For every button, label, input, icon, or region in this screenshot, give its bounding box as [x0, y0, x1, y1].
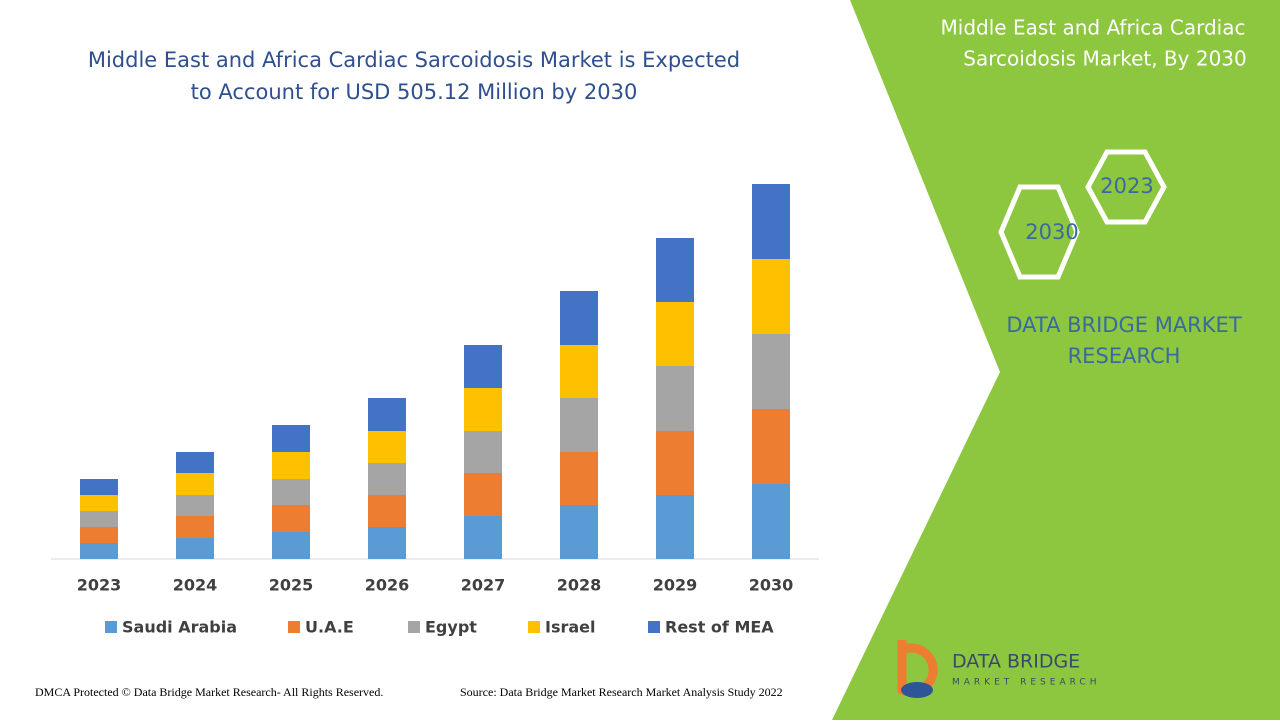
- bar-segment: [272, 505, 310, 532]
- legend-label: Saudi Arabia: [122, 618, 237, 637]
- bar-segment: [656, 302, 694, 366]
- bar-segment: [176, 495, 214, 516]
- hex-label: 2030: [1025, 220, 1078, 244]
- bar-segment: [368, 431, 406, 463]
- chart-title: Middle East and Africa Cardiac Sarcoidos…: [88, 48, 740, 72]
- bar-segment: [80, 543, 118, 559]
- x-tick-label: 2030: [749, 576, 794, 595]
- bar-segment: [80, 479, 118, 495]
- brand: RESEARCH: [1068, 344, 1181, 368]
- bar-segment: [752, 184, 790, 259]
- bar-segment: [656, 495, 694, 559]
- legend-label: Israel: [545, 618, 596, 637]
- bar-segment: [80, 511, 118, 527]
- bar-segment: [464, 473, 502, 516]
- bar-segment: [560, 505, 598, 559]
- legend-swatch: [648, 621, 660, 633]
- bar-segment: [560, 291, 598, 345]
- x-tick-label: 2028: [557, 576, 602, 595]
- x-tick-label: 2026: [365, 576, 410, 595]
- bar-segment: [272, 532, 310, 559]
- bar-segment: [272, 452, 310, 479]
- bar-segment: [176, 538, 214, 559]
- bar-segment: [752, 409, 790, 484]
- brand: DATA BRIDGE MARKET: [1006, 313, 1241, 337]
- footer-left: DMCA Protected © Data Bridge Market Rese…: [35, 685, 383, 699]
- x-tick-label: 2029: [653, 576, 698, 595]
- chart-title: to Account for USD 505.12 Million by 203…: [191, 80, 638, 104]
- hexagon: [1085, 149, 1167, 225]
- panel-title: Middle East and Africa Cardiac: [941, 16, 1246, 40]
- x-tick-label: 2025: [269, 576, 314, 595]
- bar-segment: [656, 366, 694, 431]
- bar-segment: [656, 431, 694, 495]
- bar-segment: [272, 479, 310, 505]
- bar-segment: [368, 527, 406, 559]
- legend-label: U.A.E: [305, 618, 354, 637]
- bar-segment: [752, 334, 790, 409]
- bar-segment: [752, 259, 790, 334]
- legend-label: Rest of MEA: [665, 618, 774, 637]
- bar-segment: [464, 345, 502, 388]
- bar-segment: [176, 452, 214, 473]
- logo-tagline: MARKET RESEARCH: [952, 678, 1100, 688]
- bar-segment: [176, 473, 214, 495]
- bar-segment: [656, 238, 694, 302]
- legend-swatch: [288, 621, 300, 633]
- logo-name: DATA BRIDGE: [952, 651, 1080, 673]
- hex-label: 2023: [1100, 174, 1153, 198]
- bar-segment: [464, 516, 502, 559]
- bar-segment: [560, 452, 598, 505]
- bar-segment: [176, 516, 214, 538]
- x-tick-label: 2027: [461, 576, 506, 595]
- bar-segment: [80, 495, 118, 511]
- footer-right: Source: Data Bridge Market Research Mark…: [460, 685, 783, 699]
- bar-segment: [560, 345, 598, 398]
- legend-swatch: [408, 621, 420, 633]
- bar-segment: [272, 425, 310, 452]
- panel-title: Sarcoidosis Market, By 2030: [963, 47, 1247, 71]
- x-tick-label: 2024: [173, 576, 218, 595]
- bar-segment: [560, 398, 598, 452]
- legend-swatch: [105, 621, 117, 633]
- x-tick-label: 2023: [77, 576, 122, 595]
- logo-icon: [901, 682, 933, 698]
- bar-segment: [464, 388, 502, 431]
- legend-label: Egypt: [425, 618, 477, 637]
- green-panel: [832, 0, 1280, 720]
- bar-segment: [368, 463, 406, 495]
- bar-segment: [368, 398, 406, 431]
- bar-segment: [464, 431, 502, 473]
- hexagon: [998, 184, 1080, 280]
- bar-segment: [80, 527, 118, 543]
- bar-segment: [752, 484, 790, 559]
- legend-swatch: [528, 621, 540, 633]
- bar-segment: [368, 495, 406, 527]
